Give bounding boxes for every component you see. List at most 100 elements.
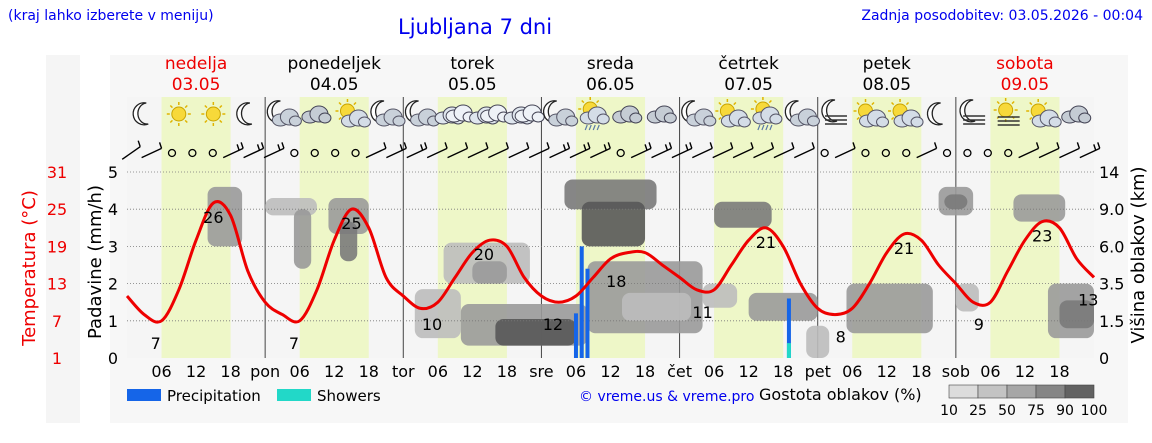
cloud-density-tick: 50	[998, 403, 1016, 419]
temperature-line	[125, 200, 1096, 324]
wind-feather	[1097, 142, 1101, 149]
moon-fog-icon	[821, 99, 847, 125]
cloud-patch	[702, 283, 738, 308]
wind-shaft	[1018, 147, 1039, 159]
cloud-patch	[414, 289, 461, 339]
wind-feather	[281, 142, 285, 149]
wind-barb-icon	[263, 142, 285, 159]
wind-barb-icon	[1038, 142, 1060, 159]
moon-crescent	[926, 102, 943, 126]
cloud-puff	[703, 115, 717, 127]
rain-drop	[596, 124, 600, 131]
wind-feather	[546, 142, 550, 149]
wind-layer	[121, 140, 1101, 160]
rain-drop	[757, 124, 761, 131]
temperature-tick: 7	[52, 312, 62, 331]
cloud-patch	[293, 209, 312, 269]
wind-barb-icon	[1018, 142, 1040, 159]
weather-icon-layer	[132, 97, 1092, 131]
temperature-label: 25	[341, 214, 361, 233]
temperature-label: 12	[543, 315, 563, 334]
day-date: 07.05	[724, 75, 773, 95]
wind-feather	[933, 142, 938, 149]
wind-barb-icon	[426, 142, 448, 159]
wind-feather	[260, 142, 265, 149]
wind-barb-icon	[121, 140, 141, 160]
wind-shaft	[549, 147, 570, 159]
wind-barb-icon	[732, 142, 754, 159]
showers-swatch	[277, 389, 311, 401]
axes-layer: 012345171319253101.53.56.09.014Temperatu…	[19, 163, 1149, 381]
cloud-patch	[846, 283, 933, 334]
sun-ray	[718, 116, 722, 121]
rain-drop	[588, 124, 592, 131]
wind-shaft	[426, 147, 448, 159]
sun-ray	[219, 104, 223, 109]
wind-shaft	[263, 147, 285, 159]
cloud-height-tick: 1.5	[1099, 312, 1124, 331]
wind-barb-icon	[406, 142, 428, 159]
temperature-tick: 25	[47, 200, 67, 219]
x-tick-label: sre	[529, 362, 553, 381]
wind-shaft	[141, 147, 162, 159]
wind-calm-icon	[208, 148, 217, 158]
wind-shaft	[916, 147, 937, 159]
wind-feather	[811, 142, 815, 149]
temperature-tick: 13	[47, 275, 67, 294]
sun-cloud-icon	[1026, 99, 1062, 128]
sun-disk	[205, 106, 221, 122]
wind-shaft	[121, 146, 141, 160]
wind-feather	[770, 142, 775, 149]
wind-feather	[383, 142, 387, 149]
sun-disk	[171, 106, 187, 122]
temperature-tick: 19	[47, 237, 67, 256]
sun-ray	[905, 101, 910, 106]
x-tick-label: 18	[773, 362, 793, 381]
temperature-label: 8	[836, 328, 846, 347]
x-tick-label: 12	[600, 362, 620, 381]
wind-barb-icon	[773, 142, 795, 159]
moon-fog-icon	[959, 99, 986, 125]
cloud-puff	[1078, 112, 1092, 124]
moon-crescent	[132, 102, 149, 126]
x-tick-label: 18	[220, 362, 240, 381]
cloud-puff	[596, 113, 610, 125]
wind-shaft	[671, 147, 693, 159]
wind-calm-icon	[861, 148, 870, 158]
wind-barb-icon	[365, 142, 387, 159]
day-date: 05.05	[448, 75, 497, 95]
sun-cloud-icon	[335, 99, 371, 128]
sun-ray	[596, 99, 600, 104]
x-tick-label: 12	[1015, 362, 1035, 381]
wind-barb-icon	[549, 142, 571, 159]
wind-barb-icon	[528, 142, 550, 159]
sun-cloud-icon	[888, 99, 924, 128]
showers-legend-label: Showers	[317, 387, 381, 405]
wind-barb-icon	[141, 142, 163, 159]
sun-ray	[891, 116, 895, 121]
x-tick-label: pet	[805, 362, 831, 381]
wind-feather	[852, 142, 856, 149]
wind-barb-icon	[753, 142, 775, 159]
wind-calm-icon	[331, 148, 340, 158]
left-panel	[46, 55, 80, 423]
sun-disk	[998, 102, 1014, 118]
wind-calm-icon	[963, 148, 972, 158]
sun-ray	[169, 119, 173, 124]
wind-calm-icon	[902, 148, 911, 158]
wind-feather	[526, 142, 530, 149]
precip-tick: 4	[108, 200, 118, 219]
cloud-puff	[806, 115, 820, 127]
day-date: 06.05	[586, 75, 635, 95]
precipitation-bar	[573, 313, 578, 358]
sun-ray	[753, 99, 758, 104]
wind-feather	[420, 144, 424, 151]
cloud-patch	[1013, 194, 1066, 222]
wind-feather	[648, 142, 652, 149]
sun-ray	[219, 119, 223, 124]
wind-feather	[137, 140, 141, 147]
wind-shaft	[1038, 147, 1060, 159]
credit-text: © vreme.us & vreme.pro	[579, 389, 754, 405]
wind-feather	[158, 142, 163, 149]
